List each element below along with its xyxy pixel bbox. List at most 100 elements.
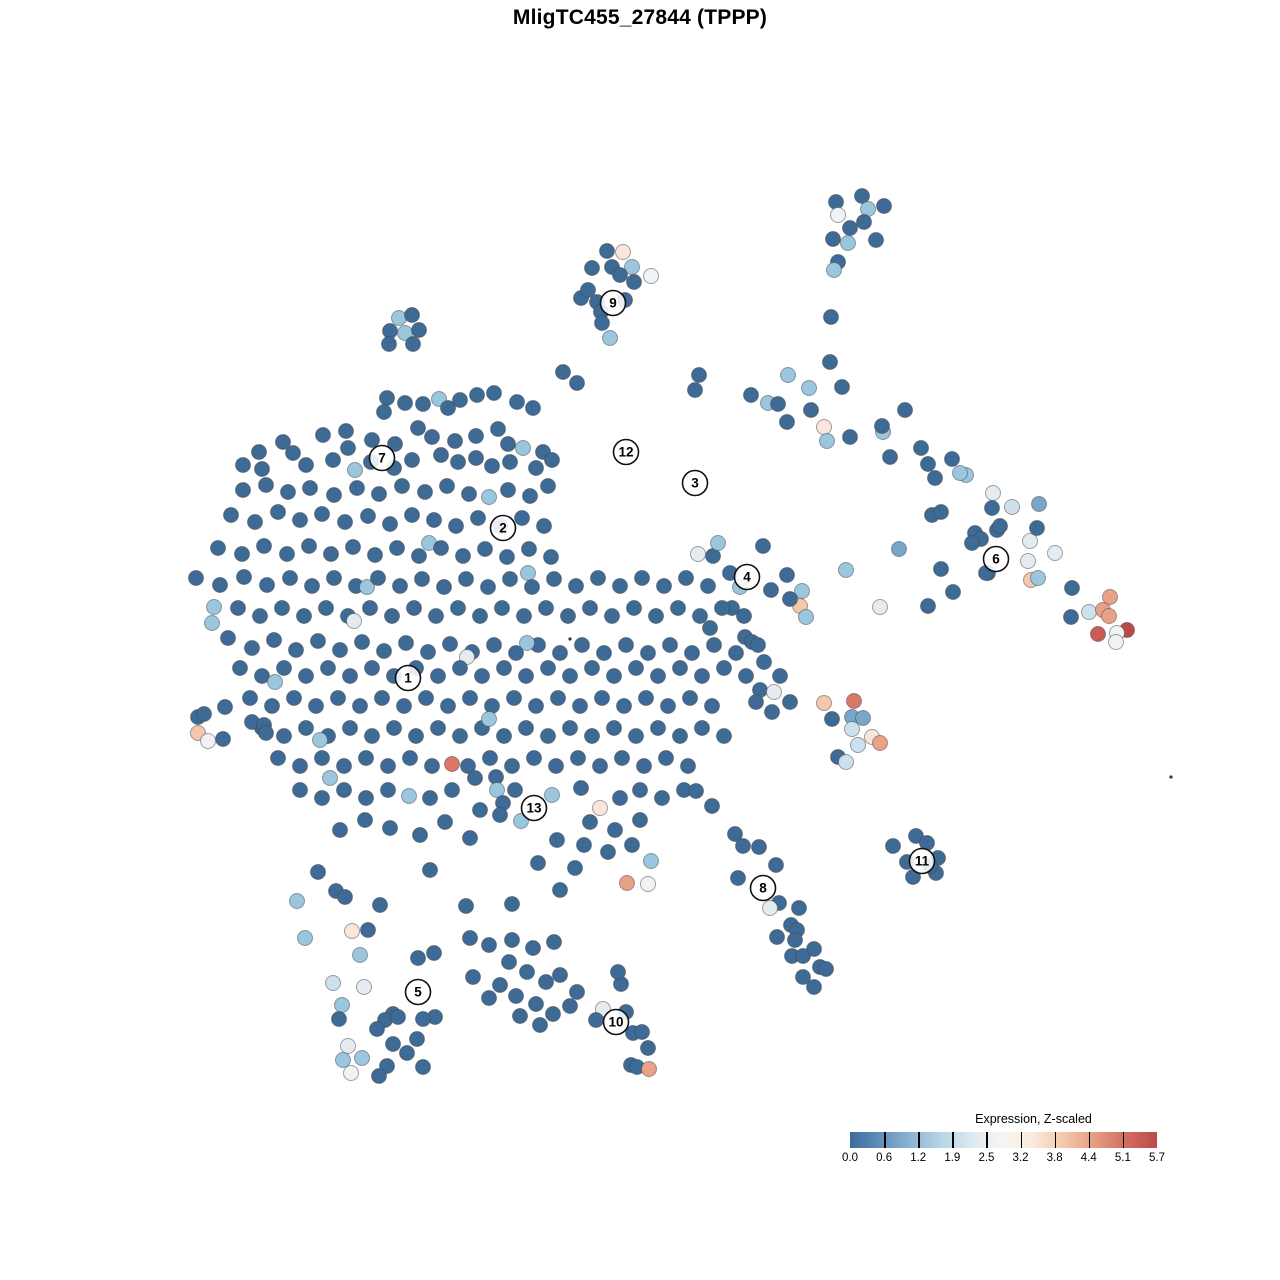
data-point <box>552 967 568 983</box>
data-point <box>489 782 505 798</box>
data-point <box>500 436 516 452</box>
data-point <box>872 735 888 751</box>
data-point <box>830 207 846 223</box>
data-point <box>819 433 835 449</box>
data-point <box>504 896 520 912</box>
data-point <box>842 220 858 236</box>
data-point <box>486 385 502 401</box>
data-point <box>626 274 642 290</box>
page-title: MligTC455_27844 (TPPP) <box>512 6 768 29</box>
data-point <box>920 456 936 472</box>
data-point <box>404 452 420 468</box>
data-point <box>502 571 518 587</box>
data-point <box>210 540 226 556</box>
data-point <box>472 608 488 624</box>
data-point <box>412 827 428 843</box>
data-point <box>358 790 374 806</box>
data-point <box>584 728 600 744</box>
data-point <box>334 997 350 1013</box>
data-point <box>640 645 656 661</box>
data-point <box>481 711 497 727</box>
data-point <box>985 485 1001 501</box>
data-point <box>340 1038 356 1054</box>
data-point <box>532 1017 548 1033</box>
data-point <box>548 758 564 774</box>
data-point <box>643 268 659 284</box>
data-point <box>384 608 400 624</box>
cluster-label-circle <box>520 794 548 822</box>
data-point <box>508 645 524 661</box>
data-point <box>220 630 236 646</box>
data-point <box>346 613 362 629</box>
data-point <box>460 758 476 774</box>
data-point <box>748 694 764 710</box>
data-point <box>876 198 892 214</box>
data-point <box>244 640 260 656</box>
data-point <box>569 375 585 391</box>
data-point <box>692 608 708 624</box>
data-point <box>344 923 360 939</box>
data-point <box>823 309 839 325</box>
data-point <box>440 400 456 416</box>
data-point <box>450 600 466 616</box>
data-point <box>409 1031 425 1047</box>
colorbar-divider <box>1088 1132 1091 1148</box>
data-point <box>599 243 615 259</box>
data-point <box>424 758 440 774</box>
data-point <box>984 500 1000 516</box>
data-point <box>254 668 270 684</box>
data-point <box>256 538 272 554</box>
data-point <box>486 637 502 653</box>
data-point <box>458 898 474 914</box>
colorbar-tick-labels: 0.0 0.6 1.2 1.9 2.5 3.2 3.8 4.4 5.1 5.7 <box>842 1152 1165 1166</box>
data-point <box>600 844 616 860</box>
data-point <box>1102 589 1118 605</box>
data-point <box>828 194 844 210</box>
data-point <box>376 404 392 420</box>
data-point <box>342 668 358 684</box>
data-point <box>691 367 707 383</box>
data-point <box>763 582 779 598</box>
data-point <box>704 798 720 814</box>
data-point <box>546 934 562 950</box>
data-point <box>573 780 589 796</box>
colorbar-tick-label: 1.9 <box>944 1152 961 1164</box>
data-point <box>424 429 440 445</box>
data-point <box>374 690 390 706</box>
data-point <box>560 608 576 624</box>
data-point <box>308 698 324 714</box>
data-point <box>787 932 803 948</box>
data-point <box>891 541 907 557</box>
data-point <box>602 330 618 346</box>
data-point <box>258 477 274 493</box>
data-point <box>251 444 267 460</box>
data-point <box>264 698 280 714</box>
data-point <box>338 423 354 439</box>
data-point <box>738 668 754 684</box>
cluster-label-11: 11 <box>908 847 936 875</box>
data-point <box>196 706 212 722</box>
data-point <box>856 214 872 230</box>
data-point <box>518 668 534 684</box>
data-point <box>352 698 368 714</box>
data-point <box>816 695 832 711</box>
data-point <box>314 506 330 522</box>
data-point <box>415 1011 431 1027</box>
data-point <box>728 645 744 661</box>
data-point <box>302 480 318 496</box>
data-point <box>188 570 204 586</box>
data-point <box>654 790 670 806</box>
data-point <box>702 620 718 636</box>
data-point <box>336 782 352 798</box>
data-point <box>528 996 544 1012</box>
data-point <box>555 364 571 380</box>
data-point <box>326 487 342 503</box>
data-point <box>540 660 556 676</box>
data-point <box>791 900 807 916</box>
data-point <box>405 336 421 352</box>
data-point <box>267 674 283 690</box>
data-point <box>461 486 477 502</box>
data-point <box>298 457 314 473</box>
data-point <box>482 750 498 766</box>
